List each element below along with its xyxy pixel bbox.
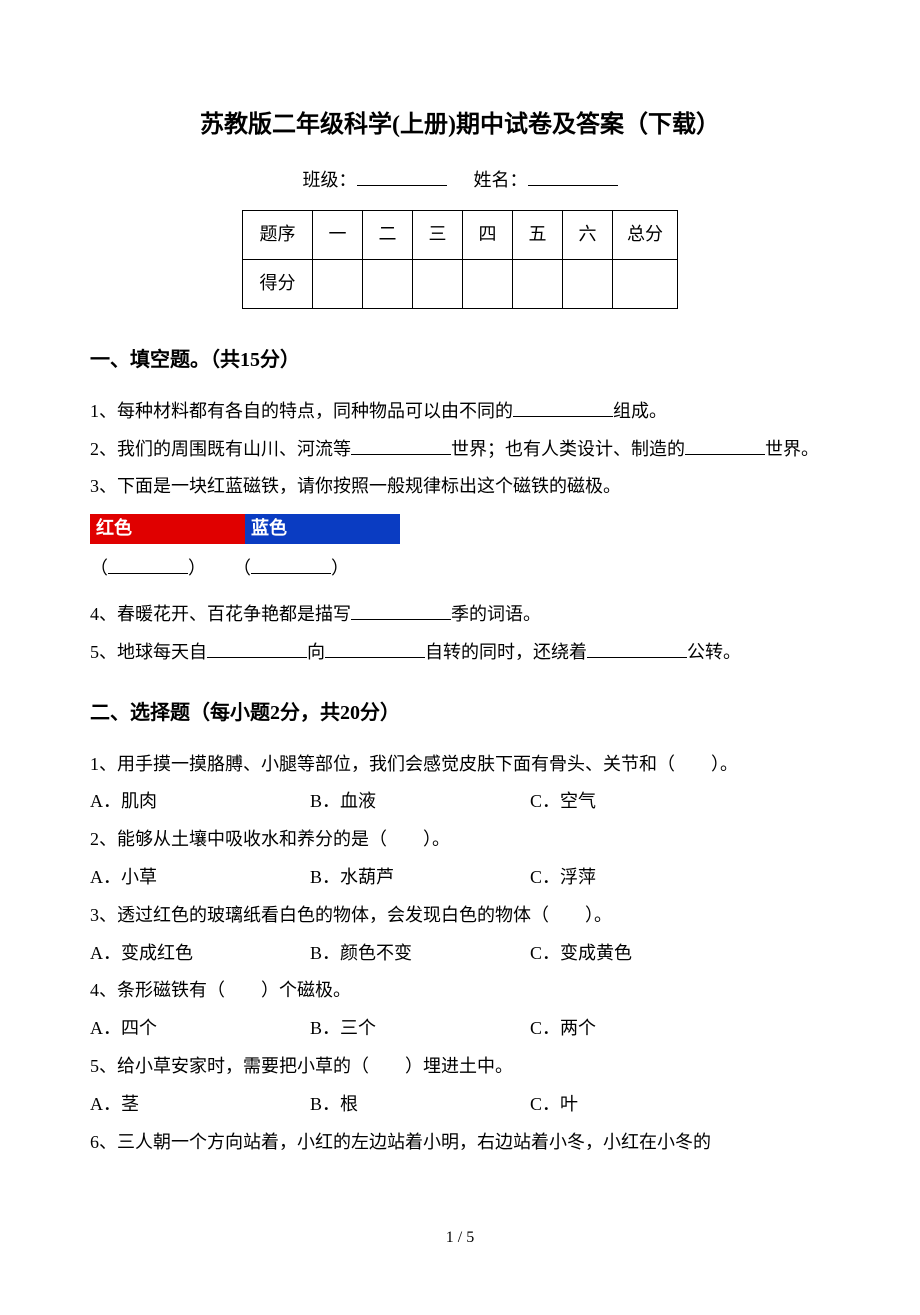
option-a: A．茎 xyxy=(90,1086,310,1124)
table-cell: 四 xyxy=(463,211,513,260)
option-a: A．小草 xyxy=(90,859,310,897)
paren: （ xyxy=(233,558,251,578)
section2-header: 二、选择题（每小题2分，共20分） xyxy=(90,692,830,734)
q-text: 世界；也有人类设计、制造的 xyxy=(451,439,685,459)
option-a: A．肌肉 xyxy=(90,783,310,821)
option-b: B．根 xyxy=(310,1086,530,1124)
s1-q1: 1、每种材料都有各自的特点，同种物品可以由不同的 组成。 xyxy=(90,393,830,431)
table-cell: 三 xyxy=(413,211,463,260)
table-cell xyxy=(413,259,463,308)
s1-q3: 3、下面是一块红蓝磁铁，请你按照一般规律标出这个磁铁的磁极。 xyxy=(90,468,830,506)
option-a: A．变成红色 xyxy=(90,935,310,973)
s1-q2: 2、我们的周围既有山川、河流等 世界；也有人类设计、制造的 世界。 xyxy=(90,431,830,469)
option-b: B．三个 xyxy=(310,1010,530,1048)
table-cell xyxy=(463,259,513,308)
table-cell xyxy=(563,259,613,308)
q-text: 1、每种材料都有各自的特点，同种物品可以由不同的 xyxy=(90,401,513,421)
class-label: 班级： xyxy=(303,170,357,190)
paren: ） xyxy=(331,558,349,578)
option-c: C．浮萍 xyxy=(530,859,830,897)
name-blank xyxy=(528,168,618,186)
blank xyxy=(351,437,451,455)
table-cell: 二 xyxy=(363,211,413,260)
score-table: 题序 一 二 三 四 五 六 总分 得分 xyxy=(242,210,678,309)
blank xyxy=(325,640,425,658)
document-title: 苏教版二年级科学(上册)期中试卷及答案（下载） xyxy=(90,100,830,150)
paren: ） xyxy=(188,558,206,578)
blank xyxy=(685,437,765,455)
s2-q3: 3、透过红色的玻璃纸看白色的物体，会发现白色的物体（ ）。 xyxy=(90,897,830,935)
blank xyxy=(207,640,307,658)
q-text: 组成。 xyxy=(613,401,667,421)
s2-q1-options: A．肌肉 B．血液 C．空气 xyxy=(90,783,830,821)
table-cell: 得分 xyxy=(243,259,313,308)
page-footer: 1 / 5 xyxy=(90,1221,830,1255)
option-c: C．叶 xyxy=(530,1086,830,1124)
table-cell xyxy=(513,259,563,308)
q-text: 公转。 xyxy=(687,642,741,662)
magnet-pole-blanks: （ ） （ ） xyxy=(90,550,830,588)
class-name-row: 班级： 姓名： xyxy=(90,162,830,200)
q-text: 2、我们的周围既有山川、河流等 xyxy=(90,439,351,459)
option-b: B．颜色不变 xyxy=(310,935,530,973)
s1-q4: 4、春暖花开、百花争艳都是描写 季的词语。 xyxy=(90,596,830,634)
table-row: 得分 xyxy=(243,259,678,308)
option-c: C．变成黄色 xyxy=(530,935,830,973)
s1-q5: 5、地球每天自 向 自转的同时，还绕着 公转。 xyxy=(90,634,830,672)
table-cell: 五 xyxy=(513,211,563,260)
q-text: 季的词语。 xyxy=(451,604,541,624)
table-cell xyxy=(313,259,363,308)
option-c: C．空气 xyxy=(530,783,830,821)
s2-q2-options: A．小草 B．水葫芦 C．浮萍 xyxy=(90,859,830,897)
q-text: 5、地球每天自 xyxy=(90,642,207,662)
table-cell: 六 xyxy=(563,211,613,260)
q-text: 世界。 xyxy=(765,439,819,459)
option-a: A．四个 xyxy=(90,1010,310,1048)
s2-q2: 2、能够从土壤中吸收水和养分的是（ ）。 xyxy=(90,821,830,859)
s2-q4-options: A．四个 B．三个 C．两个 xyxy=(90,1010,830,1048)
blank xyxy=(513,399,613,417)
option-b: B．水葫芦 xyxy=(310,859,530,897)
table-cell: 题序 xyxy=(243,211,313,260)
section1-header: 一、填空题。（共15分） xyxy=(90,339,830,381)
option-c: C．两个 xyxy=(530,1010,830,1048)
s2-q6: 6、三人朝一个方向站着，小红的左边站着小明，右边站着小冬，小红在小冬的 xyxy=(90,1124,830,1162)
table-cell: 总分 xyxy=(613,211,678,260)
class-blank xyxy=(357,168,447,186)
q-text: 向 xyxy=(307,642,325,662)
blank xyxy=(251,556,331,574)
s2-q5-options: A．茎 B．根 C．叶 xyxy=(90,1086,830,1124)
table-cell xyxy=(363,259,413,308)
s2-q3-options: A．变成红色 B．颜色不变 C．变成黄色 xyxy=(90,935,830,973)
table-row: 题序 一 二 三 四 五 六 总分 xyxy=(243,211,678,260)
table-cell xyxy=(613,259,678,308)
magnet-bar: 红色 蓝色 xyxy=(90,514,400,544)
magnet-red: 红色 xyxy=(90,514,245,544)
q-text: 4、春暖花开、百花争艳都是描写 xyxy=(90,604,351,624)
paren: （ xyxy=(90,558,108,578)
s2-q5: 5、给小草安家时，需要把小草的（ ）埋进土中。 xyxy=(90,1048,830,1086)
s2-q1: 1、用手摸一摸胳膊、小腿等部位，我们会感觉皮肤下面有骨头、关节和（ ）。 xyxy=(90,746,830,784)
blank xyxy=(351,602,451,620)
table-cell: 一 xyxy=(313,211,363,260)
blank xyxy=(587,640,687,658)
q-text: 自转的同时，还绕着 xyxy=(425,642,587,662)
s2-q4: 4、条形磁铁有（ ）个磁极。 xyxy=(90,972,830,1010)
magnet-blue: 蓝色 xyxy=(245,514,400,544)
name-label: 姓名： xyxy=(474,170,528,190)
blank xyxy=(108,556,188,574)
option-b: B．血液 xyxy=(310,783,530,821)
